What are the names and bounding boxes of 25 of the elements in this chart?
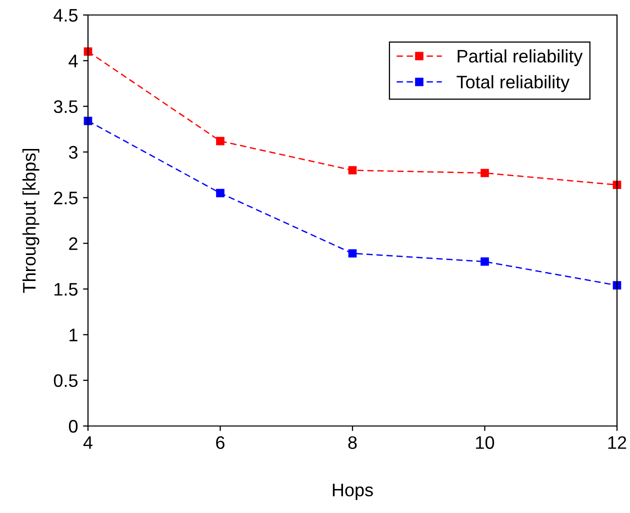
y-tick-label: 4 bbox=[68, 54, 78, 68]
y-tick-label: 2 bbox=[69, 237, 78, 250]
x-tick-label: 8 bbox=[348, 436, 357, 449]
y-tick-label: 0 bbox=[68, 420, 78, 433]
y-tick-label: 2.5 bbox=[54, 192, 78, 204]
x-tick-label: 4 bbox=[83, 436, 92, 449]
point bbox=[216, 136, 224, 146]
point bbox=[348, 249, 357, 258]
point bbox=[216, 188, 224, 198]
y-tick-label: 4.5 bbox=[54, 9, 78, 22]
point bbox=[480, 168, 489, 178]
y-tick-label: 3 bbox=[68, 146, 78, 159]
y-axis-title: Throughput [kbps] bbox=[22, 149, 40, 293]
legend-label: Partial reliability bbox=[458, 49, 583, 66]
point bbox=[480, 257, 489, 266]
x-tick-label: 12 bbox=[608, 436, 626, 449]
x-tick-label: 10 bbox=[476, 436, 494, 449]
x-axis-title: Hops bbox=[332, 484, 373, 500]
legend-label: Total reliability bbox=[456, 75, 570, 92]
y-tick-label: 1.5 bbox=[54, 283, 78, 296]
x-tick-label: 6 bbox=[216, 436, 224, 449]
point bbox=[348, 166, 357, 174]
y-tick-label: 0.5 bbox=[54, 374, 78, 388]
y-tick-label: 3.5 bbox=[54, 100, 78, 114]
y-tick-label: 1 bbox=[70, 328, 78, 342]
